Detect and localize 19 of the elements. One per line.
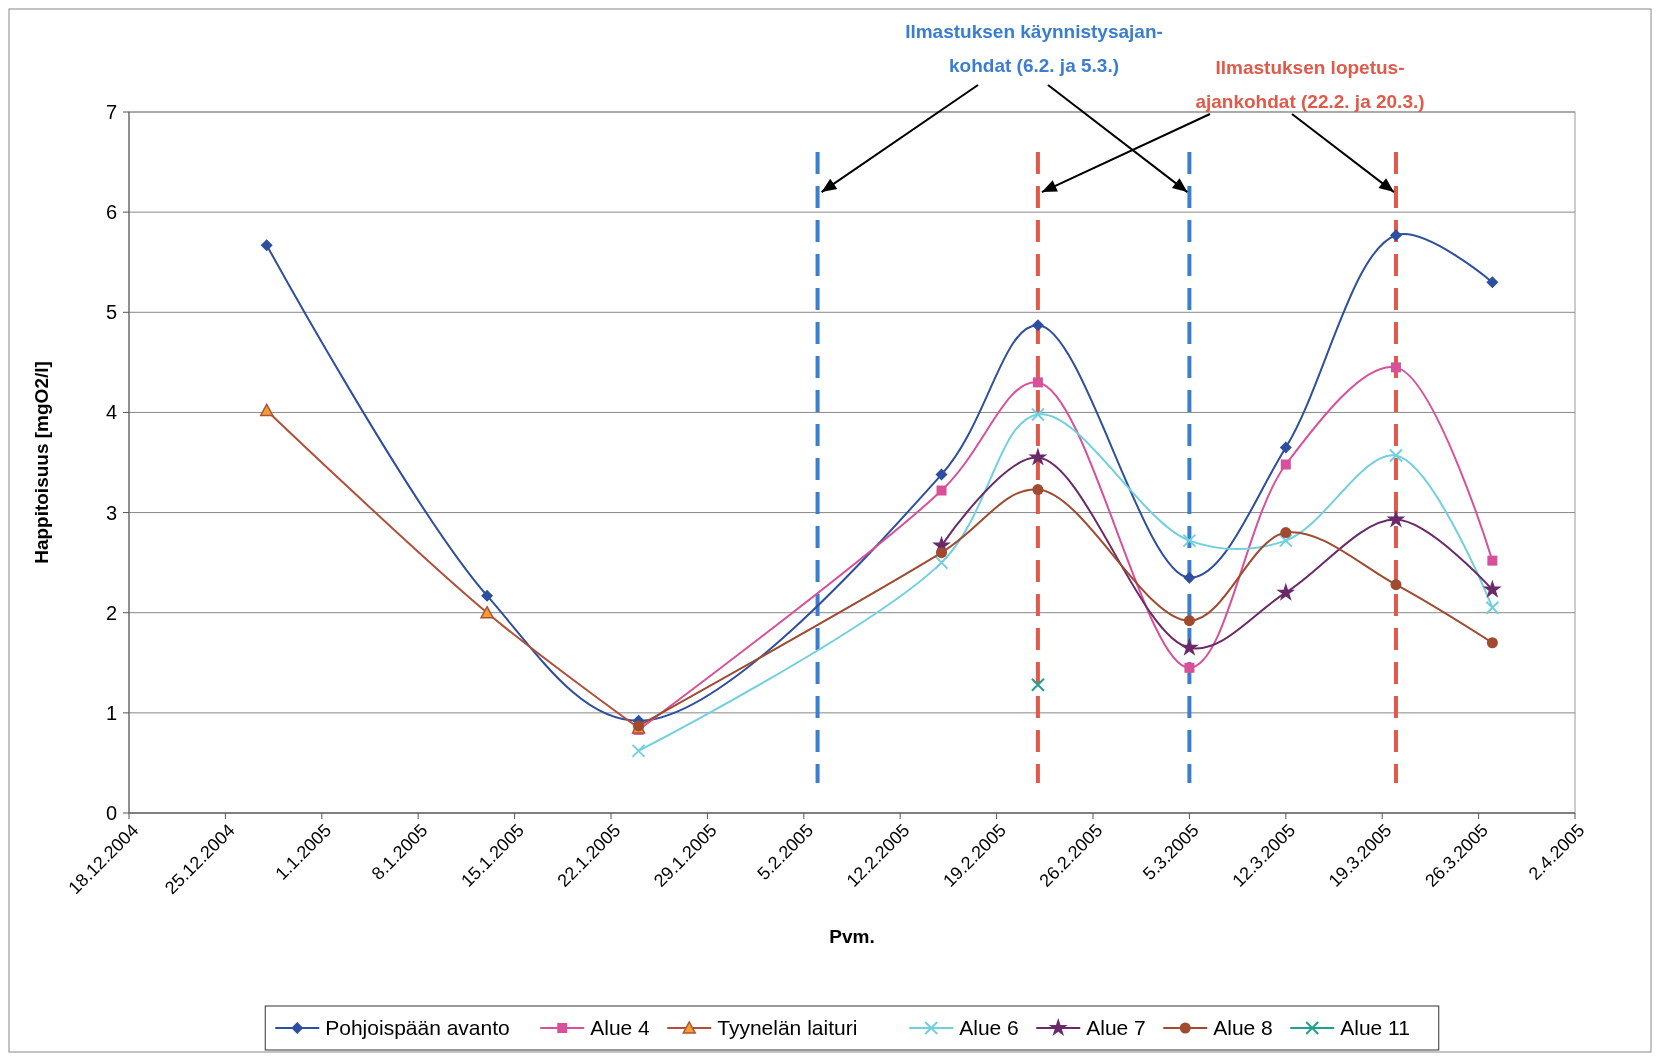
y-tick-label: 7 xyxy=(105,101,117,123)
y-axis-title: Happitoisuus [mgO2/l] xyxy=(31,361,52,564)
legend-label: Alue 6 xyxy=(959,1016,1019,1040)
y-tick-label: 0 xyxy=(105,802,117,824)
legend-label: Tyynelän laituri xyxy=(717,1016,858,1040)
y-tick-label: 6 xyxy=(105,201,117,224)
x-axis-title: Pvm. xyxy=(829,926,875,947)
legend-label: Alue 8 xyxy=(1213,1016,1273,1040)
annotation: Ilmastuksen lopetus- ajankohdat (22.2. ja 20.3.) xyxy=(1195,57,1425,112)
y-tick-label: 4 xyxy=(105,401,117,424)
y-tick-label: 3 xyxy=(105,501,117,524)
y-tick-label: 1 xyxy=(105,701,117,724)
y-tick-label: 5 xyxy=(105,301,117,324)
annotation: Ilmastuksen käynnistysajan- kohdat (6.2. ja 5.3.) xyxy=(905,21,1163,76)
legend-label: Alue 4 xyxy=(590,1016,651,1040)
legend-label: Alue 11 xyxy=(1340,1016,1410,1040)
y-tick-label: 2 xyxy=(105,601,117,624)
legend-label: Pohjoispään avanto xyxy=(325,1016,510,1040)
legend-label: Alue 7 xyxy=(1086,1016,1146,1040)
